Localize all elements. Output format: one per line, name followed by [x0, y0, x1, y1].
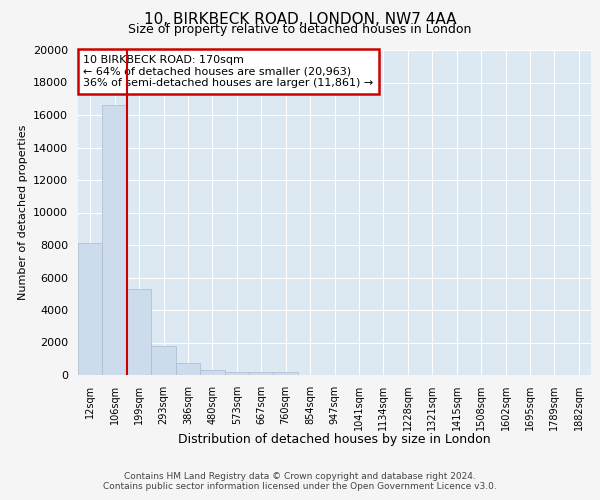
Text: 10, BIRKBECK ROAD, LONDON, NW7 4AA: 10, BIRKBECK ROAD, LONDON, NW7 4AA: [144, 12, 456, 28]
Bar: [249, 372, 274, 375]
Bar: [176, 363, 200, 375]
Text: Contains HM Land Registry data © Crown copyright and database right 2024.: Contains HM Land Registry data © Crown c…: [124, 472, 476, 481]
Bar: [78, 244, 103, 375]
X-axis label: Distribution of detached houses by size in London: Distribution of detached houses by size …: [178, 433, 491, 446]
Y-axis label: Number of detached properties: Number of detached properties: [17, 125, 28, 300]
Bar: [274, 372, 298, 375]
Bar: [127, 289, 151, 375]
Bar: [224, 372, 249, 375]
Text: Size of property relative to detached houses in London: Size of property relative to detached ho…: [128, 22, 472, 36]
Bar: [103, 106, 127, 375]
Bar: [151, 346, 176, 375]
Text: Contains public sector information licensed under the Open Government Licence v3: Contains public sector information licen…: [103, 482, 497, 491]
Text: 10 BIRKBECK ROAD: 170sqm
← 64% of detached houses are smaller (20,963)
36% of se: 10 BIRKBECK ROAD: 170sqm ← 64% of detach…: [83, 55, 373, 88]
Bar: [200, 370, 224, 375]
